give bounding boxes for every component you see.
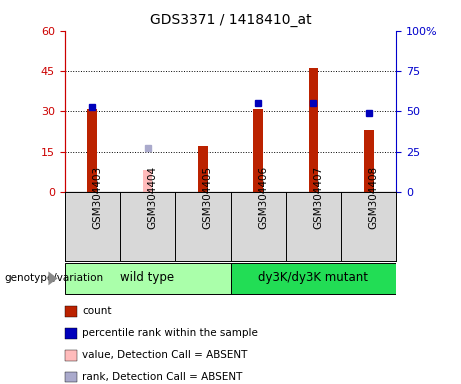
Text: GSM304406: GSM304406: [258, 166, 268, 229]
Text: GSM304407: GSM304407: [313, 166, 324, 229]
Bar: [308, 68, 319, 192]
Title: GDS3371 / 1418410_at: GDS3371 / 1418410_at: [150, 13, 311, 27]
Text: value, Detection Call = ABSENT: value, Detection Call = ABSENT: [82, 350, 248, 360]
Bar: [230, 263, 396, 294]
Text: rank, Detection Call = ABSENT: rank, Detection Call = ABSENT: [82, 372, 242, 382]
Text: GSM304404: GSM304404: [148, 166, 158, 229]
Bar: [253, 109, 263, 192]
Bar: [198, 146, 208, 192]
Bar: [87, 109, 97, 192]
Text: GSM304405: GSM304405: [203, 166, 213, 229]
Bar: [65, 263, 230, 294]
Text: dy3K/dy3K mutant: dy3K/dy3K mutant: [259, 271, 368, 284]
Text: count: count: [82, 306, 112, 316]
Text: GSM304408: GSM304408: [369, 166, 379, 229]
Text: GSM304403: GSM304403: [92, 166, 102, 229]
Text: genotype/variation: genotype/variation: [5, 273, 104, 283]
Text: wild type: wild type: [120, 271, 175, 284]
Text: percentile rank within the sample: percentile rank within the sample: [82, 328, 258, 338]
Polygon shape: [48, 271, 58, 285]
Bar: [142, 170, 153, 192]
Bar: [364, 130, 374, 192]
